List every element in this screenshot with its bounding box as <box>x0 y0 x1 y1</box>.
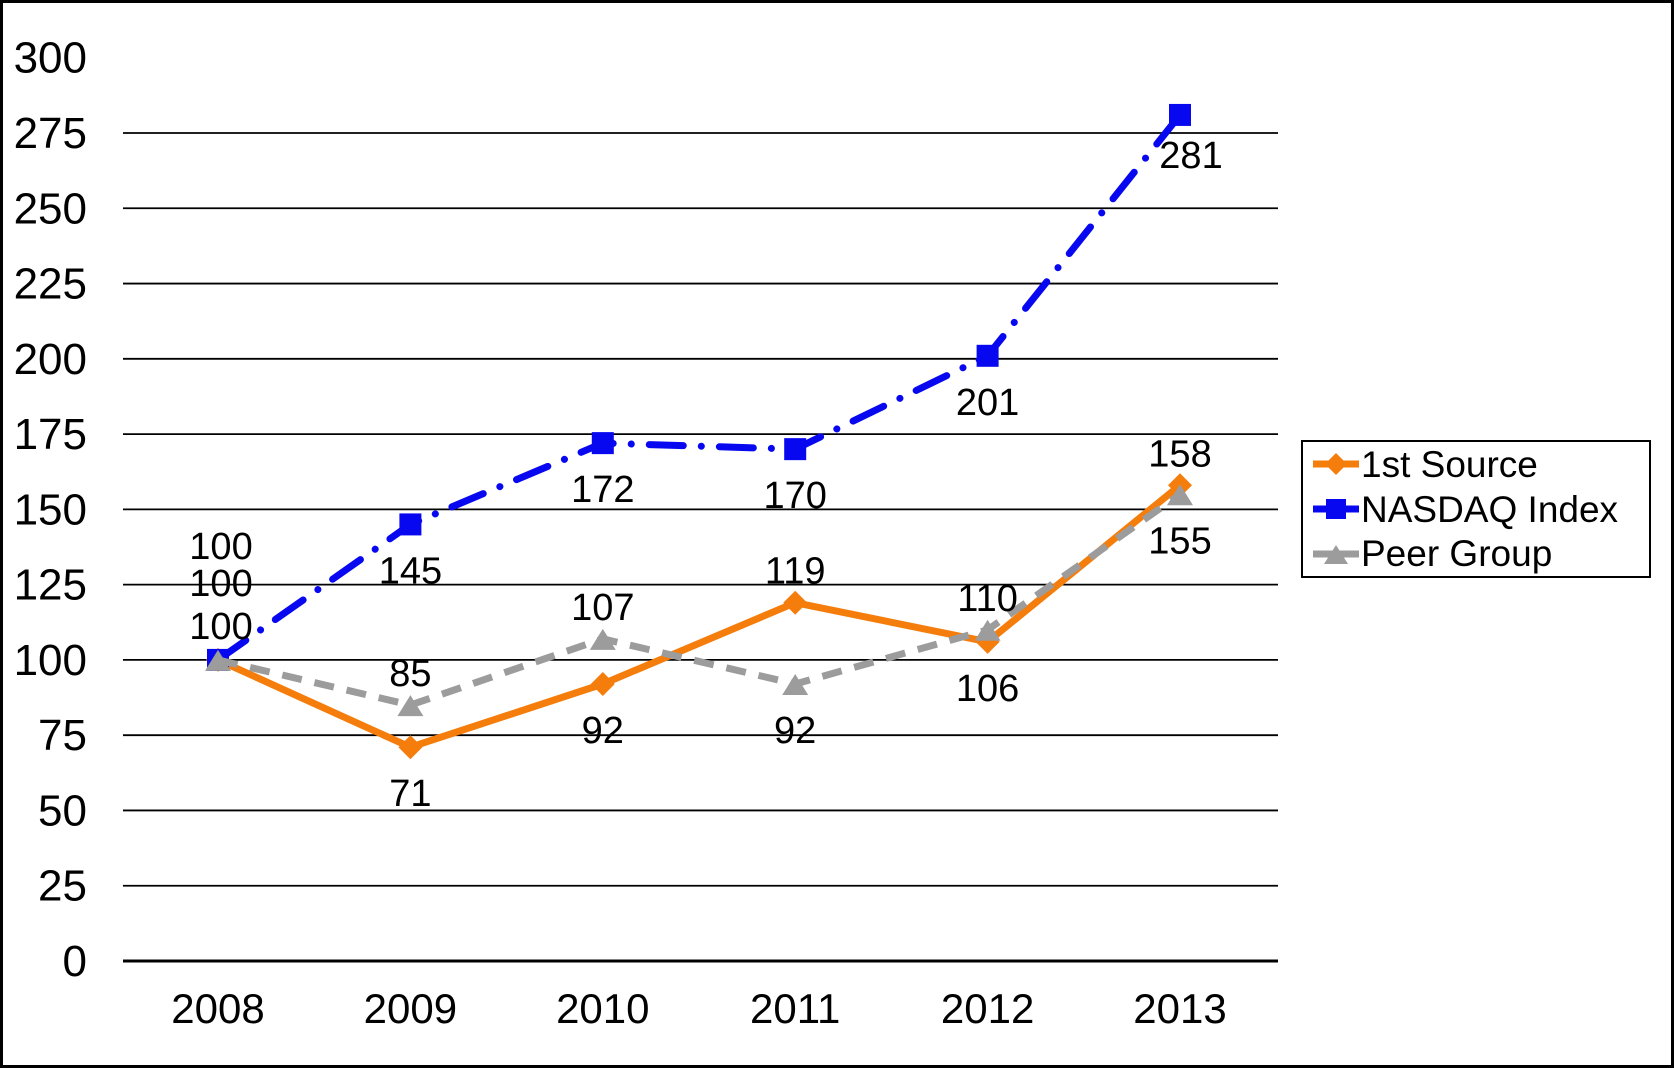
marker-square-2012 <box>976 344 999 367</box>
data-label-1st-source-2011: 119 <box>765 551 826 593</box>
triangle-icon <box>1324 544 1348 564</box>
y-tick-label-275: 275 <box>14 109 87 158</box>
marker-square-2009 <box>399 513 422 536</box>
data-label-1st-source-2012: 106 <box>956 668 1019 710</box>
marker-square-2010 <box>591 432 614 455</box>
data-label-1st-source-2008: 100 <box>189 606 252 648</box>
square-icon <box>1326 499 1346 519</box>
data-label-peer-group-2010: 107 <box>571 587 634 629</box>
x-tick-label-2012: 2012 <box>941 985 1034 1032</box>
x-tick-label-2008: 2008 <box>171 985 264 1032</box>
data-label-nasdaq-index-2010: 172 <box>571 469 634 511</box>
marker-triangle-2012 <box>974 619 1001 641</box>
data-label-1st-source-2013: 158 <box>1148 433 1211 475</box>
x-tick-label-2010: 2010 <box>556 985 649 1032</box>
data-label-1st-source-2010: 92 <box>582 710 624 752</box>
y-tick-label-100: 100 <box>14 636 87 685</box>
y-tick-label-225: 225 <box>14 260 87 309</box>
marker-triangle-2013 <box>1167 484 1193 506</box>
legend-marker-triangle-icon <box>1313 544 1359 564</box>
y-tick-label-150: 150 <box>14 485 87 534</box>
marker-diamond-2011 <box>783 590 808 615</box>
data-label-peer-group-2011: 92 <box>774 710 816 752</box>
legend-label-peer-group: Peer Group <box>1361 533 1553 575</box>
legend-item-peer-group: Peer Group <box>1313 531 1649 576</box>
data-label-peer-group-2012: 110 <box>957 578 1018 620</box>
y-tick-label-25: 25 <box>38 862 87 911</box>
marker-diamond-2009 <box>398 735 423 760</box>
marker-diamond-2010 <box>590 671 615 696</box>
data-label-peer-group-2009: 85 <box>389 653 431 695</box>
marker-triangle-2009 <box>397 695 424 717</box>
data-label-nasdaq-index-2009: 145 <box>379 550 442 592</box>
data-label-peer-group-2013: 155 <box>1148 520 1211 562</box>
y-tick-label-175: 175 <box>14 410 87 459</box>
x-tick-label-2011: 2011 <box>750 985 840 1032</box>
data-label-peer-group-2008: 100 <box>189 526 252 568</box>
y-tick-label-300: 300 <box>14 34 87 83</box>
legend-item-1st-source: 1st Source <box>1313 442 1649 487</box>
legend-item-nasdaq-index: NASDAQ Index <box>1313 487 1649 532</box>
data-label-nasdaq-index-2012: 201 <box>956 382 1019 424</box>
y-tick-label-75: 75 <box>38 711 87 760</box>
data-label-1st-source-2009: 71 <box>389 773 431 815</box>
series-line-peer-group <box>217 491 1183 709</box>
x-tick-label-2009: 2009 <box>364 985 457 1032</box>
series-line-1st-source <box>214 481 1184 751</box>
series-line-nasdaq-index <box>214 111 1184 664</box>
x-tick-label-2013: 2013 <box>1133 985 1226 1032</box>
y-tick-label-125: 125 <box>14 561 87 610</box>
legend-label-nasdaq-index: NASDAQ Index <box>1361 488 1619 530</box>
marker-triangle-2010 <box>589 628 616 650</box>
data-label-nasdaq-index-2011: 170 <box>763 475 826 517</box>
diamond-icon <box>1325 453 1347 476</box>
marker-triangle-2011 <box>782 673 809 695</box>
data-label-nasdaq-index-2013: 281 <box>1159 135 1222 177</box>
marker-square-2013 <box>1169 103 1191 126</box>
legend-marker-diamond-icon <box>1313 453 1359 476</box>
y-tick-label-250: 250 <box>14 184 87 233</box>
y-tick-label-0: 0 <box>63 937 87 986</box>
y-tick-label-50: 50 <box>38 786 87 835</box>
legend-label-1st-source: 1st Source <box>1361 443 1538 485</box>
legend: 1st Source NASDAQ Index Peer Group <box>1301 440 1651 578</box>
y-tick-label-200: 200 <box>14 335 87 384</box>
marker-triangle-2008 <box>205 649 231 671</box>
legend-marker-square-icon <box>1313 499 1359 519</box>
marker-square-2011 <box>784 438 807 461</box>
data-label-nasdaq-index-2008: 100 <box>189 563 252 605</box>
